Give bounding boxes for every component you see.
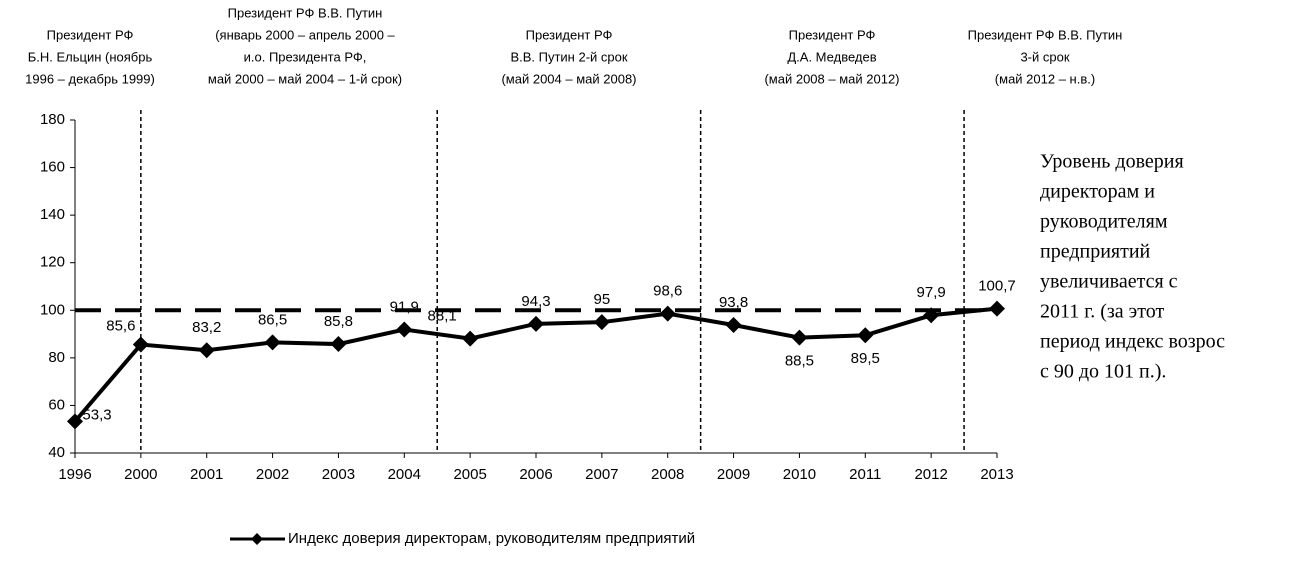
x-tick-label: 2007: [585, 466, 618, 483]
period-label: В.В. Путин 2-й срок: [510, 49, 627, 64]
data-label: 93,8: [719, 294, 748, 311]
data-point: [593, 314, 610, 331]
data-point: [396, 321, 413, 338]
y-tick-label: 40: [48, 444, 65, 461]
data-point: [198, 342, 215, 359]
x-tick-label: 2002: [256, 466, 289, 483]
period-label: 3-й срок: [1020, 49, 1069, 64]
legend-marker: [251, 533, 263, 545]
y-tick-label: 160: [40, 159, 65, 176]
data-point: [923, 307, 940, 324]
period-label: и.о. Президента РФ,: [244, 49, 367, 64]
data-label: 98,6: [653, 283, 682, 300]
period-label: май 2000 – май 2004 – 1-й срок): [208, 71, 402, 86]
x-tick-label: 2010: [783, 466, 816, 483]
data-label: 83,2: [192, 319, 221, 336]
x-tick-label: 2012: [914, 466, 947, 483]
x-tick-label: 2005: [453, 466, 486, 483]
y-tick-label: 180: [40, 111, 65, 128]
data-label: 85,6: [106, 318, 135, 335]
data-point: [132, 336, 149, 353]
data-label: 53,3: [82, 406, 111, 423]
period-label: (май 2004 – май 2008): [501, 71, 636, 86]
data-point: [528, 315, 544, 332]
data-label: 91,9: [390, 299, 419, 316]
side-note: руководителям: [1040, 211, 1168, 233]
data-label: 95: [594, 291, 611, 308]
data-point: [989, 300, 1005, 317]
y-tick-label: 120: [40, 254, 65, 271]
data-point: [725, 317, 742, 334]
x-tick-label: 2009: [717, 466, 750, 483]
data-label: 100,7: [978, 278, 1016, 295]
data-label: 97,9: [917, 284, 946, 301]
data-point: [67, 413, 83, 430]
x-tick-label: 2003: [322, 466, 355, 483]
y-tick-label: 80: [48, 349, 65, 366]
x-tick-label: 1996: [58, 466, 91, 483]
y-tick-label: 100: [40, 301, 65, 318]
data-label: 85,8: [324, 313, 353, 330]
data-point: [264, 334, 281, 351]
x-tick-label: 2011: [849, 466, 881, 483]
y-tick-label: 140: [40, 206, 65, 223]
data-point: [791, 329, 808, 346]
legend-label: Индекс доверия директорам, руководителям…: [288, 530, 695, 547]
data-label: 86,5: [258, 311, 287, 328]
period-label: Президент РФ: [47, 27, 134, 42]
period-label: Президент РФ: [526, 27, 613, 42]
period-label: Д.А. Медведев: [787, 49, 876, 64]
x-tick-label: 2000: [124, 466, 157, 483]
data-label: 88,5: [785, 353, 814, 370]
period-label: Б.Н. Ельцин (ноябрь: [28, 49, 153, 64]
x-tick-label: 2004: [388, 466, 421, 483]
side-note: директорам и: [1040, 181, 1155, 203]
data-label: 89,5: [851, 350, 880, 367]
side-note: увеличивается с: [1040, 271, 1178, 293]
data-point: [659, 305, 676, 322]
period-label: Президент РФ: [789, 27, 876, 42]
x-tick-label: 2013: [980, 466, 1013, 483]
period-label: (май 2008 – май 2012): [764, 71, 899, 86]
x-tick-label: 2001: [190, 466, 223, 483]
x-tick-label: 2008: [651, 466, 684, 483]
side-note: 2011 г. (за этот: [1040, 301, 1164, 323]
x-tick-label: 2006: [519, 466, 552, 483]
period-label: Президент РФ В.В. Путин: [968, 27, 1123, 42]
side-note: предприятий: [1040, 241, 1151, 263]
period-label: 1996 – декабрь 1999): [25, 71, 155, 86]
period-label: (январь 2000 – апрель 2000 –: [215, 27, 395, 42]
side-note: период индекс возрос: [1040, 331, 1225, 353]
period-label: Президент РФ В.В. Путин: [228, 5, 383, 20]
data-point: [330, 336, 347, 353]
data-point: [462, 330, 479, 347]
data-point: [857, 327, 874, 344]
side-note: с 90 до 101 п.).: [1040, 361, 1166, 383]
data-label: 94,3: [521, 293, 550, 310]
data-label: 88,1: [428, 308, 457, 325]
period-label: (май 2012 – н.в.): [995, 71, 1095, 86]
y-tick-label: 60: [48, 396, 65, 413]
side-note: Уровень доверия: [1040, 151, 1184, 173]
